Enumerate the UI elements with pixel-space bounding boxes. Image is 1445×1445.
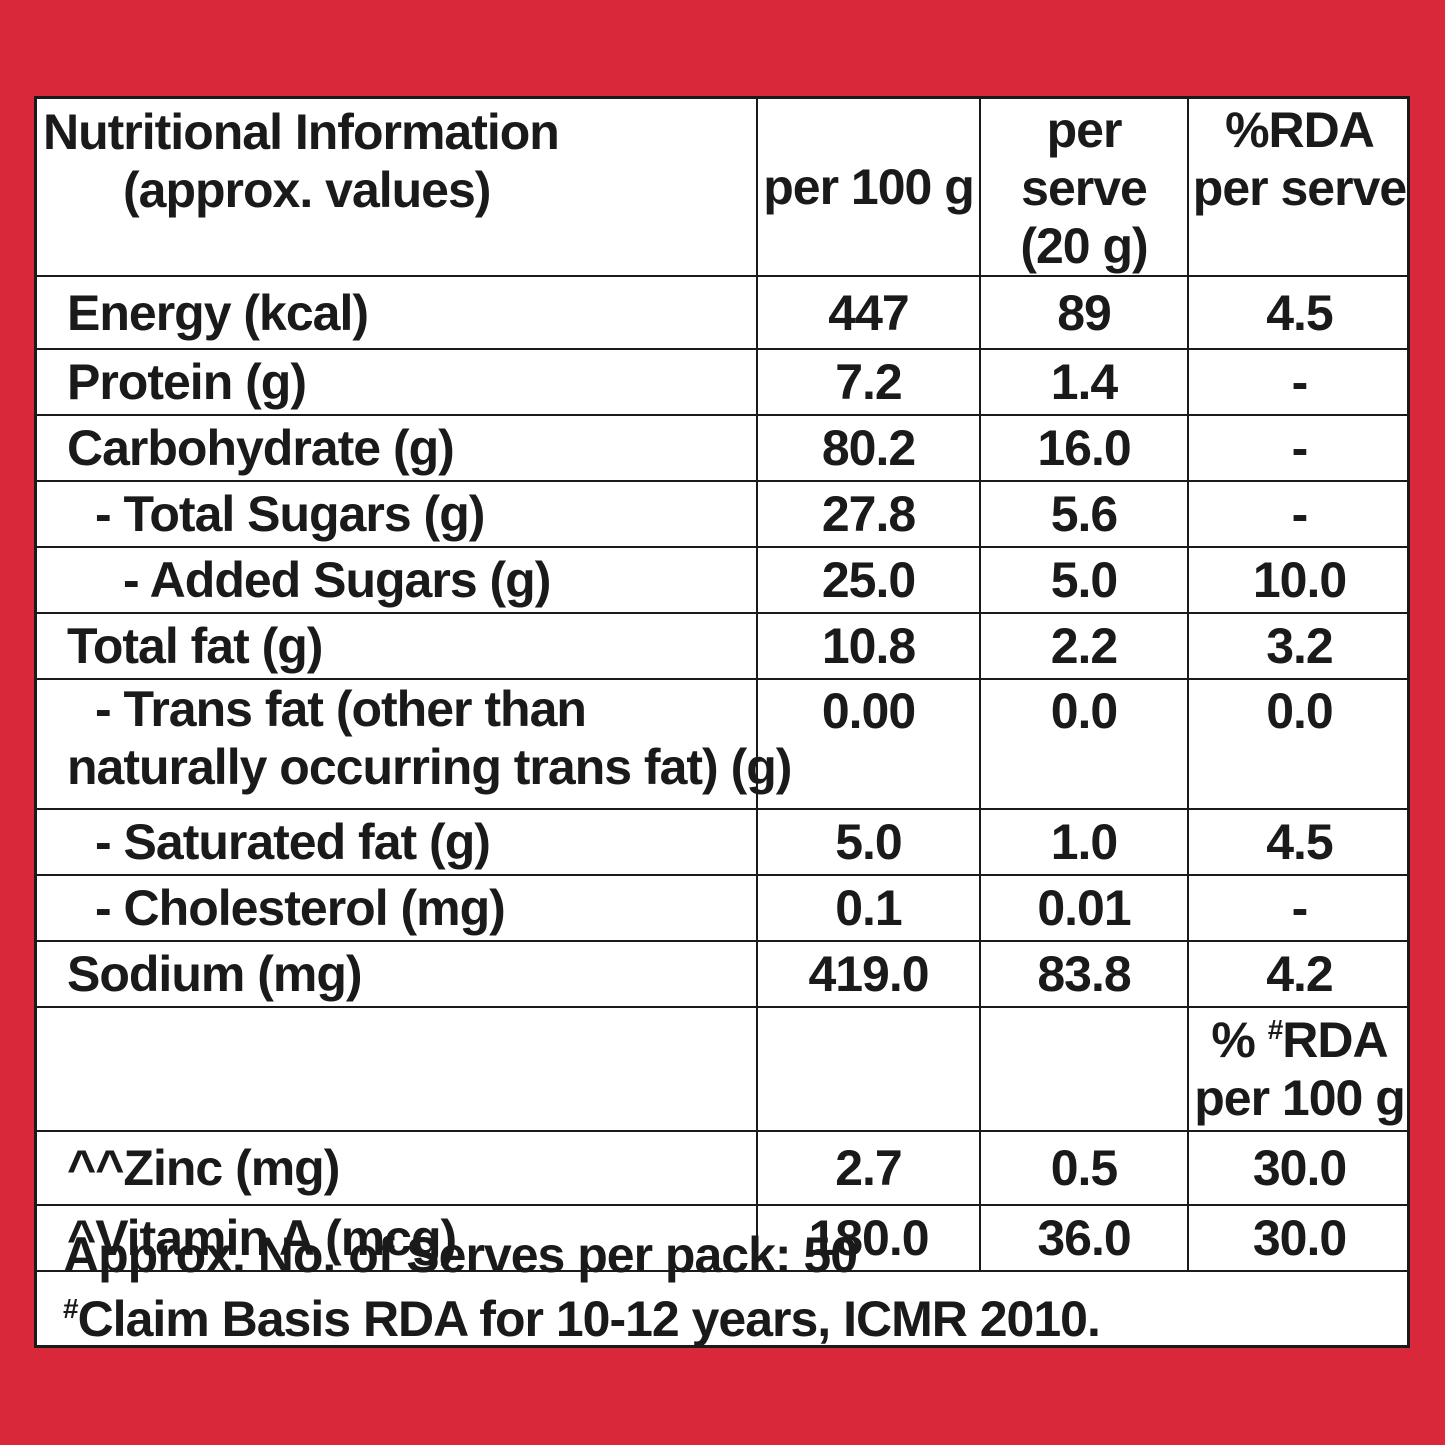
row-per-100g: 25.0 [756, 546, 981, 614]
row-per-100g: 5.0 [756, 808, 981, 876]
row-per-100g: 0.1 [756, 874, 981, 942]
row-label: Protein (g) [37, 348, 758, 416]
row-rda: 3.2 [1187, 612, 1410, 680]
table-row: Sodium (mg) 419.0 83.8 4.2 [37, 940, 1410, 1008]
row-per-serve: 1.4 [979, 348, 1189, 416]
header-per-serve-line1: per serve [1021, 102, 1148, 216]
row-per-100g: 419.0 [756, 940, 981, 1008]
row-label: Carbohydrate (g) [37, 414, 758, 482]
empty-cell [37, 1006, 758, 1132]
row-label-line1: - Trans fat (other than [95, 681, 587, 737]
nutrition-table: Nutritional Information (approx. values)… [37, 99, 1410, 1272]
row-label: - Cholesterol (mg) [37, 874, 758, 942]
claim-hash: # [63, 1293, 79, 1324]
row-rda: - [1187, 348, 1410, 416]
table-row: Total fat (g) 10.8 2.2 3.2 [37, 612, 1410, 680]
row-label-trans-fat: - Trans fat (other than naturally occurr… [37, 678, 792, 810]
table-row: - Saturated fat (g) 5.0 1.0 4.5 [37, 808, 1410, 876]
rda100-hash: # [1267, 1014, 1284, 1045]
row-per-serve: 0.5 [979, 1130, 1189, 1206]
header-per-serve-line2: (20 g) [1020, 218, 1148, 274]
header-rda-line1: %RDA [1225, 102, 1375, 158]
row-per-serve: 36.0 [979, 1204, 1189, 1272]
claim-basis: #Claim Basis RDA for 10-12 years, ICMR 2… [63, 1287, 1101, 1351]
serves-per-pack: Approx. No. of Serves per pack: 50 [63, 1227, 858, 1283]
header-label-line2: (approx. values) [123, 162, 491, 218]
row-per-100g: 180.0 [756, 1204, 981, 1272]
table-row: Protein (g) 7.2 1.4 - [37, 348, 1410, 416]
header-nutritional-info: Nutritional Information (approx. values) [37, 99, 758, 277]
row-rda: 4.5 [1187, 275, 1410, 350]
header-per-serve: per serve (20 g) [979, 99, 1189, 277]
row-rda: 0.0 [1187, 678, 1410, 810]
row-rda: - [1187, 480, 1410, 548]
header-per-100g: per 100 g [756, 99, 981, 277]
row-rda: 4.5 [1187, 808, 1410, 876]
row-per-serve: 89 [979, 275, 1189, 350]
table-row: Energy (kcal) 447 89 4.5 [37, 275, 1410, 350]
row-per-100g: 0.00 [756, 678, 981, 810]
row-rda: 30.0 [1187, 1130, 1410, 1206]
row-per-100g: 447 [756, 275, 981, 350]
row-per-serve: 2.2 [979, 612, 1189, 680]
nutrition-panel: Nutritional Information (approx. values)… [34, 96, 1410, 1348]
header-label-line1: Nutritional Information [43, 104, 560, 160]
row-per-serve: 16.0 [979, 414, 1189, 482]
header-rda-line2: per serve [1192, 160, 1407, 216]
empty-cell [756, 1006, 981, 1132]
table-row: Carbohydrate (g) 80.2 16.0 - [37, 414, 1410, 482]
table-row: - Total Sugars (g) 27.8 5.6 - [37, 480, 1410, 548]
row-label: Sodium (mg) [37, 940, 758, 1008]
row-rda: 30.0 [1187, 1204, 1410, 1272]
row-label: ^Vitamin A (mcg) [37, 1204, 758, 1272]
row-label: Total fat (g) [37, 612, 758, 680]
row-per-100g: 2.7 [756, 1130, 981, 1206]
table-footer: Approx. No. of Serves per pack: 50 #Clai… [63, 1223, 1101, 1351]
rda-per-100g-header-row: % #RDA per 100 g [37, 1006, 1410, 1132]
row-per-100g: 80.2 [756, 414, 981, 482]
row-rda: 10.0 [1187, 546, 1410, 614]
row-label: - Total Sugars (g) [37, 480, 758, 548]
rda100-line1: RDA [1282, 1012, 1388, 1068]
table-row: ^^Zinc (mg) 2.7 0.5 30.0 [37, 1130, 1410, 1206]
row-label: Energy (kcal) [37, 275, 758, 350]
row-per-serve: 0.01 [979, 874, 1189, 942]
row-label-line2: naturally occurring trans fat) (g) [67, 739, 792, 795]
row-per-100g: 10.8 [756, 612, 981, 680]
row-per-serve: 1.0 [979, 808, 1189, 876]
rda100-line2: per 100 g [1194, 1070, 1406, 1126]
row-rda: - [1187, 874, 1410, 942]
row-per-100g: 27.8 [756, 480, 981, 548]
table-row: - Cholesterol (mg) 0.1 0.01 - [37, 874, 1410, 942]
row-label: ^^Zinc (mg) [37, 1130, 758, 1206]
empty-cell [979, 1006, 1189, 1132]
table-row: ^Vitamin A (mcg) 180.0 36.0 30.0 [37, 1204, 1410, 1272]
header-rda-per-serve: %RDA per serve [1187, 99, 1410, 277]
row-per-serve: 0.0 [979, 678, 1189, 810]
table-row: - Trans fat (other than naturally occurr… [37, 678, 1410, 810]
row-per-100g: 7.2 [756, 348, 981, 416]
rda100-prefix: % [1211, 1012, 1268, 1068]
header-rda-per-100g: % #RDA per 100 g [1187, 1006, 1410, 1132]
row-rda: - [1187, 414, 1410, 482]
claim-text: Claim Basis RDA for 10-12 years, ICMR 20… [77, 1291, 1101, 1347]
row-per-serve: 5.6 [979, 480, 1189, 548]
row-rda: 4.2 [1187, 940, 1410, 1008]
table-row: - Added Sugars (g) 25.0 5.0 10.0 [37, 546, 1410, 614]
row-label: - Added Sugars (g) [37, 546, 758, 614]
row-label: - Saturated fat (g) [37, 808, 758, 876]
row-per-serve: 83.8 [979, 940, 1189, 1008]
row-per-serve: 5.0 [979, 546, 1189, 614]
table-header-row: Nutritional Information (approx. values)… [37, 99, 1410, 277]
